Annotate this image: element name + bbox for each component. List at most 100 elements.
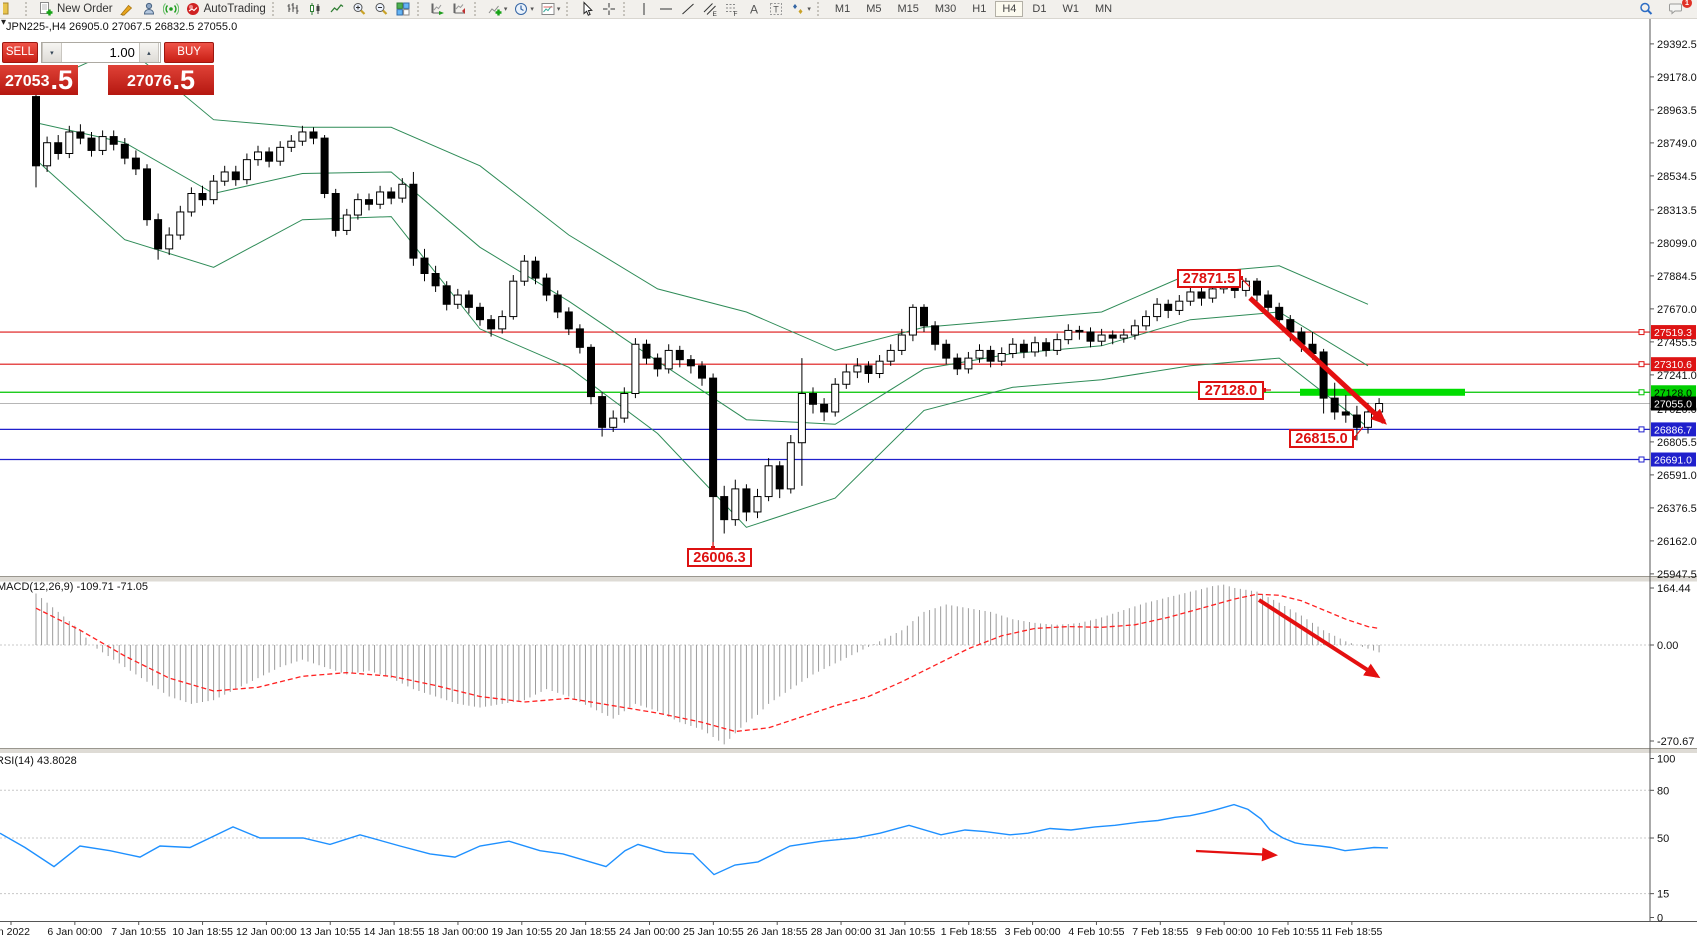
candle [786,442,795,490]
price-annotation-box[interactable] [1289,429,1354,448]
chevron-down-icon[interactable]: ▾ [807,5,811,13]
cursor-button[interactable] [576,1,598,17]
trend-arrow[interactable] [1195,847,1278,862]
time-tick-label: 10 Jan 18:55 [172,926,233,938]
zoom-out-button[interactable] [370,1,392,17]
zoom-in-icon [353,3,366,15]
price-tick-label: 26591.0 [1657,470,1697,482]
timeframe-m15-button[interactable]: M15 [897,3,919,15]
arrows-button[interactable]: ▾ [787,1,814,17]
sell-price-main: 27053 [4,73,50,90]
expert-advisor-button[interactable] [138,1,160,17]
timeframe-m30-button[interactable]: M30 [934,3,957,15]
support-zone-band[interactable] [1300,388,1465,396]
rsi-tick-label: 100 [1657,754,1675,766]
chevron-down-icon[interactable]: ▾ [530,5,534,13]
sell-button[interactable]: SELL [2,42,38,63]
styler-button[interactable] [116,1,138,17]
zoom-in-button[interactable] [348,1,370,17]
candle [631,343,640,395]
volume-increase-button[interactable]: ▴ [138,43,159,62]
expert-advisor-icon [143,2,154,15]
new-order-button[interactable]: New Order [35,1,116,17]
timeframe-h4-button[interactable]: H4 [995,1,1024,17]
pane-splitter[interactable] [0,748,1697,754]
toolbar-button-label: AutoTrading [203,3,266,15]
volume-input[interactable] [61,43,139,62]
candle [165,234,174,250]
trendline-button[interactable] [677,1,699,17]
auto-scroll-button[interactable] [427,1,449,17]
price-tick-label: 28749.0 [1657,138,1697,150]
candle [487,319,496,330]
clipped-chart-icon[interactable] [0,1,22,17]
candle [109,136,118,145]
candle [997,353,1006,362]
timeframe-d1-button[interactable]: D1 [1032,3,1047,15]
price-annotation-label: 27128.0 [1205,383,1257,399]
candle [154,219,163,250]
timeframe-h1-button[interactable]: H1 [972,3,987,15]
autotrading-button[interactable]: AutoTrading [182,1,269,17]
line-handle[interactable] [1638,361,1645,368]
fibonacci-button[interactable]: F [721,1,743,17]
timeframe-w1-button[interactable]: W1 [1062,3,1079,15]
toolbar-button-label: New Order [57,3,113,15]
buy-button[interactable]: BUY [164,42,214,63]
candle [287,140,296,148]
price-annotation-box[interactable] [1198,381,1264,400]
chevron-down-icon[interactable]: ▾ [503,5,508,13]
volume-stepper: ▾ ▴ [40,42,162,63]
signals-button[interactable] [160,1,182,17]
timeframe-mn-button[interactable]: MN [1094,3,1113,15]
candle [853,365,862,373]
chevron-down-icon[interactable]: ▾ [556,5,561,13]
line-handle[interactable] [1638,329,1645,336]
tile-windows-button[interactable] [392,1,414,17]
text-label-icon: T [770,3,783,15]
candle [298,131,307,142]
timeframe-m1-button[interactable]: M1 [834,3,851,15]
candle [653,357,662,370]
crosshair-icon [603,3,616,15]
crosshair-button[interactable] [598,1,620,17]
vertical-line-button[interactable] [633,1,655,17]
line-handle[interactable] [1638,426,1645,433]
search-button[interactable] [1635,1,1657,17]
price-badge-label: 27310.6 [1654,359,1692,371]
price-annotation-box[interactable] [687,548,752,567]
trend-arrow[interactable] [1248,296,1387,425]
candle [1008,343,1017,355]
volume-decrease-button[interactable]: ▾ [41,43,62,62]
chat-icon [1669,3,1682,15]
chart-shift-button[interactable] [449,1,471,17]
buy-price-display[interactable]: 27076 .5 [108,65,214,95]
candle [742,488,751,513]
text-button[interactable]: A [743,1,765,17]
trend-arrow[interactable] [1257,598,1381,679]
time-tick-label: 7 Jan 10:55 [111,926,166,938]
line-chart-button[interactable] [326,1,348,17]
indicators-button[interactable]: ▾ [484,1,511,17]
candle [65,131,74,155]
bar-chart-button[interactable] [282,1,304,17]
timeframe-m5-button[interactable]: M5 [866,3,882,15]
sell-price-display[interactable]: 27053 .5 [0,65,78,95]
pane-splitter[interactable] [0,576,1697,582]
horizontal-line-button[interactable] [655,1,677,17]
equidistant-channel-button[interactable]: E [699,1,721,17]
text-label-button[interactable]: T [765,1,787,17]
candle [1186,291,1195,302]
candle [1175,300,1184,311]
line-handle[interactable] [1638,456,1645,463]
candle [453,294,462,305]
candle [120,143,129,159]
periods-button[interactable]: ▾ [510,1,537,17]
price-annotation-box[interactable] [1177,269,1241,288]
line-handle[interactable] [1638,389,1645,396]
one-click-collapse-icon[interactable]: ▾ [1,17,7,28]
candlestick-chart-button[interactable] [304,1,326,17]
templates-button[interactable]: ▾ [537,1,564,17]
notifications-button[interactable]: 1 [1665,0,1692,17]
